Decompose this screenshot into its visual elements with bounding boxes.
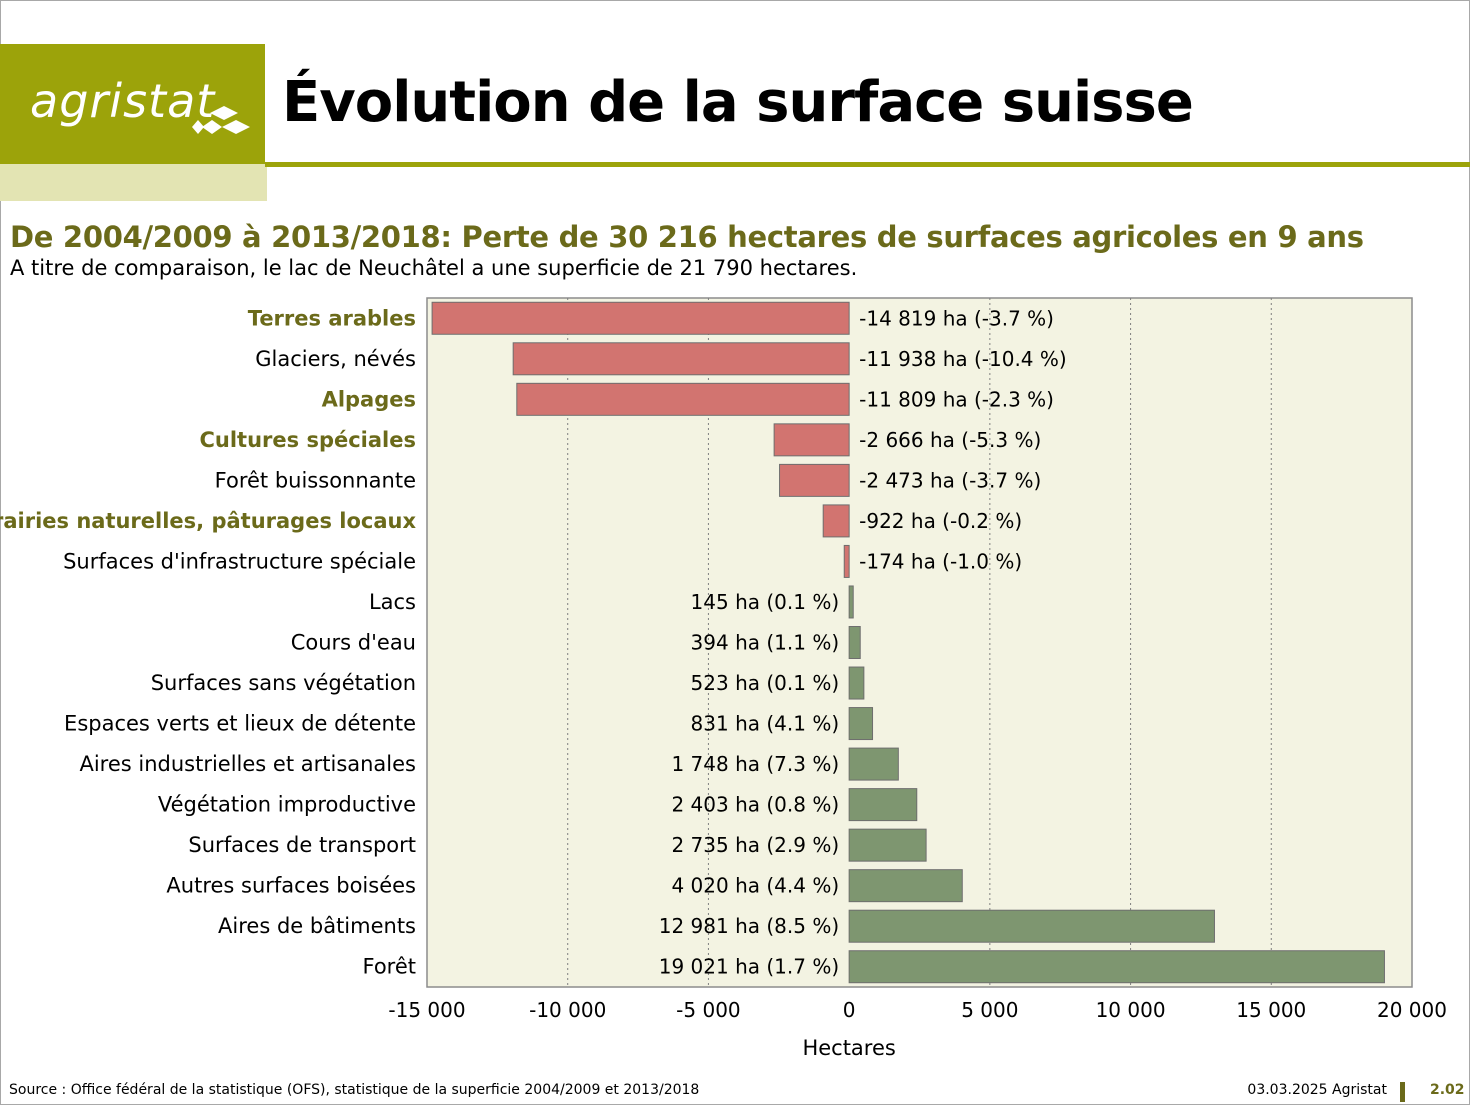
bar [512, 342, 850, 376]
category-label: Aires industrielles et artisanales [79, 752, 416, 776]
bar [848, 626, 861, 659]
footer-divider [1400, 1082, 1405, 1102]
category-label: Glaciers, névés [255, 347, 416, 371]
category-label: Surfaces d'infrastructure spéciale [63, 549, 416, 573]
data-label: -922 ha (-0.2 %) [859, 509, 1022, 533]
category-label: Végétation improductive [158, 793, 416, 817]
data-label: 19 021 ha (1.7 %) [659, 955, 839, 979]
bar [848, 747, 899, 781]
category-label: Cultures spéciales [200, 428, 417, 452]
logo-block [0, 44, 265, 164]
bar [822, 504, 850, 538]
category-label: Forêt buissonnante [215, 468, 416, 492]
category-label: Espaces verts et lieux de détente [64, 712, 416, 736]
data-label: -2 666 ha (-5.3 %) [859, 428, 1041, 452]
x-tick-label: 15 000 [1236, 998, 1306, 1022]
bar [843, 544, 850, 578]
bar [848, 828, 927, 862]
category-label: Surfaces sans végétation [151, 671, 416, 695]
bar [773, 423, 850, 457]
data-label: -14 819 ha (-3.7 %) [859, 306, 1054, 330]
title-underline [265, 162, 1470, 167]
x-tick-label: -15 000 [388, 998, 465, 1022]
category-label: Alpages [322, 387, 416, 411]
bar [848, 950, 1385, 984]
data-label: 4 020 ha (4.4 %) [671, 874, 839, 898]
x-tick-label: -5 000 [676, 998, 740, 1022]
bar [848, 788, 918, 822]
bar [516, 382, 850, 416]
category-label: Forêt [362, 955, 416, 979]
data-label: 1 748 ha (7.3 %) [671, 752, 839, 776]
x-tick-label: -10 000 [529, 998, 606, 1022]
bar [848, 707, 874, 741]
bar [848, 666, 865, 700]
category-label: Aires de bâtiments [218, 914, 416, 938]
data-label: 2 735 ha (2.9 %) [671, 833, 839, 857]
data-label: 2 403 ha (0.8 %) [671, 793, 839, 817]
data-label: 523 ha (0.1 %) [691, 671, 840, 695]
x-tick-label: 10 000 [1096, 998, 1166, 1022]
footer-source: Source : Office fédéral de la statistiqu… [9, 1082, 700, 1098]
page-number: 2.02 [1430, 1082, 1465, 1098]
bar [779, 463, 850, 497]
x-tick-label: 20 000 [1377, 998, 1447, 1022]
bar [431, 301, 850, 335]
data-label: 12 981 ha (8.5 %) [659, 914, 839, 938]
data-label: 394 ha (1.1 %) [691, 631, 840, 655]
bar [848, 585, 854, 619]
bar [848, 869, 963, 903]
chart-subline: A titre de comparaison, le lac de Neuchâ… [10, 256, 858, 280]
category-label: Terres arables [248, 306, 416, 330]
x-tick-label: 5 000 [961, 998, 1018, 1022]
data-label: -11 938 ha (-10.4 %) [859, 347, 1067, 371]
category-label: Surfaces de transport [188, 833, 416, 857]
logo-underband [0, 164, 267, 201]
logo-text: agristat [30, 74, 216, 128]
page-title: Évolution de la surface suisse [282, 70, 1194, 135]
footer-date: 03.03.2025 Agristat [1247, 1082, 1387, 1098]
bar-chart: -15 000 -10 000 -5 000 0 5 000 10 000 15 000 20… [0, 297, 1447, 1060]
category-label: Cours d'eau [291, 631, 416, 655]
category-label: Prairies naturelles, pâturages locaux [0, 509, 416, 533]
x-axis-label: Hectares [802, 1036, 895, 1060]
category-label: Autres surfaces boisées [166, 874, 416, 898]
category-label: Lacs [369, 590, 416, 614]
bar [848, 909, 1215, 943]
data-label: -2 473 ha (-3.7 %) [859, 468, 1041, 492]
agristat-mark-icon [192, 106, 250, 134]
chart-subtitle: De 2004/2009 à 2013/2018: Perte de 30 21… [10, 220, 1364, 254]
data-label: -174 ha (-1.0 %) [859, 549, 1022, 573]
data-label: -11 809 ha (-2.3 %) [859, 387, 1054, 411]
data-label: 831 ha (4.1 %) [691, 712, 840, 736]
x-tick-label: 0 [843, 998, 856, 1022]
data-label: 145 ha (0.1 %) [691, 590, 840, 614]
